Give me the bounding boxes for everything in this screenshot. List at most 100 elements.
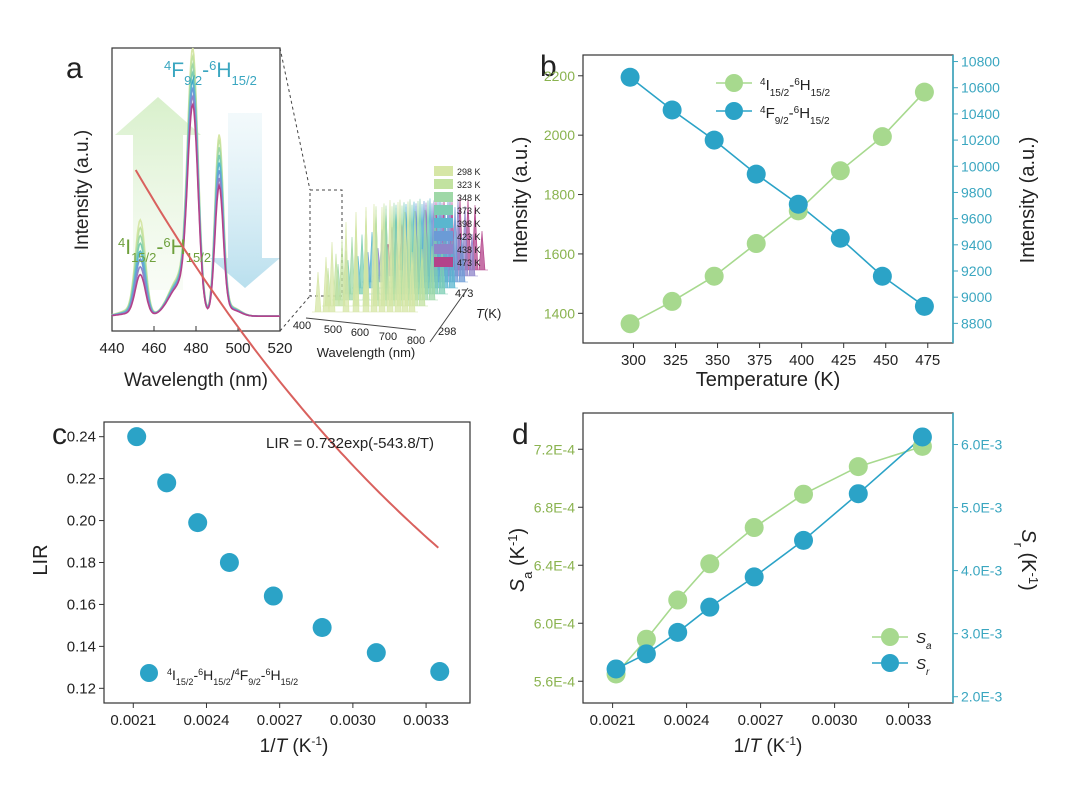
data-point	[848, 484, 868, 504]
legend-swatch	[434, 166, 453, 176]
tick-label: 500	[225, 340, 250, 357]
tick-label: 0.0021	[590, 712, 636, 729]
panel-label-c: c	[52, 418, 67, 451]
tick-label: 425	[831, 352, 856, 369]
tick-label: 0.24	[67, 429, 96, 446]
tick-label: 2000	[544, 127, 575, 143]
tick-label: 9200	[961, 263, 992, 279]
plot-frame-c	[103, 421, 471, 704]
axis-label-y-left-b: Intensity (a.u.)	[510, 137, 532, 264]
tick-label: 0.22	[67, 471, 96, 488]
panel-label-d: d	[512, 418, 529, 451]
tick-label: 1600	[544, 246, 575, 262]
legend-label: 423 K	[457, 232, 481, 242]
data-point	[848, 457, 868, 477]
data-point	[606, 659, 626, 679]
legend-swatch	[434, 257, 453, 267]
legend-label-c: 4I15/2-6H15/2/4F9/2-6H15/2	[167, 667, 298, 687]
legend-label: 298 K	[457, 167, 481, 177]
panel-d: d 0.0021 0.0024 0.0027 0.0030 0.0033 5.6E-4 6.…	[505, 412, 1042, 757]
spectra-lines	[111, 47, 280, 317]
axis-label-y-right-d: Sr (K-1)	[1012, 529, 1042, 590]
tick-label: 0.0030	[812, 712, 858, 729]
tick-label: 0.14	[67, 638, 96, 655]
data-point	[219, 553, 239, 572]
tick-label: 400	[789, 352, 814, 369]
inset-zlabel: T(K)	[476, 306, 501, 321]
data-point	[157, 473, 177, 493]
data-point	[744, 567, 764, 587]
axis-label-x-d: 1/T (K-1)	[734, 734, 803, 757]
tick-label: 475	[915, 352, 940, 369]
tick-label: 10200	[961, 132, 1000, 148]
tick-label: 2.0E-3	[961, 689, 1002, 705]
legend-label-green: 4I15/2-6H15/2	[760, 77, 831, 99]
legend-label: 323 K	[457, 180, 481, 190]
zoom-connector	[279, 47, 311, 191]
data-point	[620, 314, 640, 334]
zoom-connector	[279, 295, 311, 332]
tick-label: 6.8E-4	[534, 499, 575, 515]
tick-label: 480	[183, 340, 208, 357]
data-point	[662, 291, 682, 311]
axis-label-x-b: Temperature (K)	[696, 369, 841, 391]
tick-label: 0.0024	[184, 712, 230, 729]
tick-label: 9000	[961, 289, 992, 305]
data-point	[704, 130, 724, 150]
data-point	[914, 82, 934, 102]
data-point	[872, 266, 892, 286]
tick-label: 3.0E-3	[961, 626, 1002, 642]
legend-marker-green	[725, 74, 743, 92]
legend-label: 348 K	[457, 193, 481, 203]
panel-c: c 0.0021 0.0024 0.0027 0.0030 0.0033 0.12 0.14…	[30, 169, 471, 757]
data-point	[914, 296, 934, 316]
tick-label: 0.0027	[257, 712, 303, 729]
inset-z-axis	[429, 287, 469, 343]
data-point	[668, 622, 688, 642]
tick-label: 0.0033	[403, 712, 449, 729]
plot-frame-b	[582, 54, 954, 344]
legend-d: Sa Sr	[872, 628, 932, 678]
data-point	[700, 597, 720, 617]
axis-label-y-a: Intensity (a.u.)	[72, 130, 93, 250]
tick-label: 0.12	[67, 680, 96, 697]
spectrum-line	[111, 101, 280, 317]
tick-label: 6.0E-3	[961, 437, 1002, 453]
tick-label: 440	[99, 340, 124, 357]
data-point	[188, 513, 208, 533]
data-point	[830, 228, 850, 248]
legend-temperatures: 298 K 323 K 348 K 373 K 398 K 423 K 438 K 473 K	[434, 166, 481, 268]
axis-label-y-right-b: Intensity (a.u.)	[1017, 137, 1039, 264]
legend-swatch	[434, 205, 453, 215]
tick-label: 0.20	[67, 513, 96, 530]
legend-marker-blue	[725, 102, 743, 120]
series-line	[615, 445, 923, 675]
tick-label: 375	[747, 352, 772, 369]
tick-label: 10400	[961, 106, 1000, 122]
tick-label: 5.0E-3	[961, 500, 1002, 516]
tick-label: 10600	[961, 80, 1000, 96]
legend-label-sa: Sa	[916, 630, 932, 652]
legend-c: 4I15/2-6H15/2/4F9/2-6H15/2	[140, 664, 298, 687]
inset-tick-label: 500	[324, 324, 342, 336]
axis-label-y-left-d: Sa (K-1)	[505, 528, 535, 592]
legend-swatch	[434, 179, 453, 189]
inset-x-axis	[305, 317, 417, 331]
legend-swatch	[434, 231, 453, 241]
inset-xlabel: Wavelength (nm)	[317, 345, 416, 360]
fit-curve	[134, 169, 439, 549]
data-point	[366, 643, 386, 663]
panel-b: b 300 325 350 375 400 425 450 475 1400 1600 1800 20…	[510, 50, 1039, 391]
data-point	[700, 554, 720, 574]
data-point	[794, 530, 814, 550]
tick-label: 5.6E-4	[534, 673, 575, 689]
inset-tick-label: 800	[407, 335, 425, 347]
tick-label: 9800	[961, 184, 992, 200]
fit-equation: LIR = 0.732exp(-543.8/T)	[266, 435, 434, 452]
axis-label-y-c: LIR	[30, 544, 52, 575]
axis-label-x-c: 1/T (K-1)	[260, 734, 329, 757]
data-point	[788, 194, 808, 214]
tick-label: 10000	[961, 158, 1000, 174]
tick-label: 7.2E-4	[534, 441, 575, 457]
